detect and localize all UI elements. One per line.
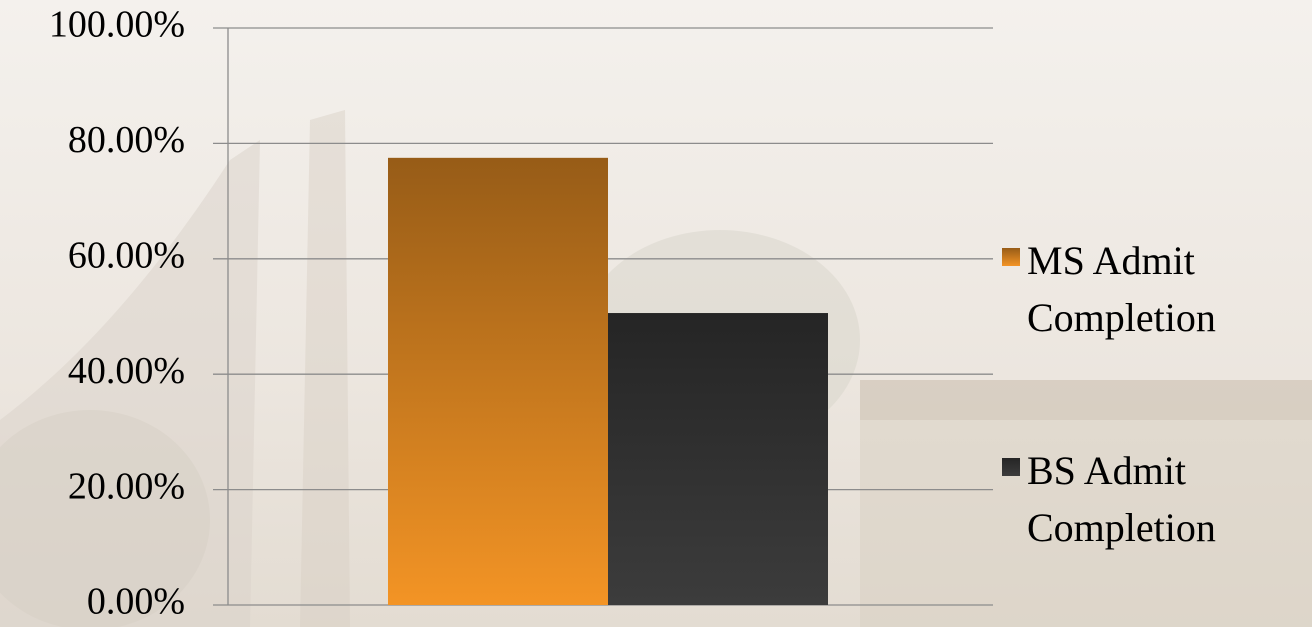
legend-label: BS Admit Completion bbox=[1027, 448, 1216, 550]
y-tick-label: 40.00% bbox=[68, 350, 185, 392]
bar bbox=[608, 313, 828, 605]
y-tick-label: 100.00% bbox=[49, 4, 185, 46]
y-tick-label: 60.00% bbox=[68, 235, 185, 277]
legend-swatch bbox=[1002, 458, 1020, 476]
bar bbox=[388, 157, 608, 605]
legend-label: MS Admit Completion bbox=[1027, 238, 1216, 340]
y-tick-label: 0.00% bbox=[87, 581, 185, 623]
legend-swatch bbox=[1002, 248, 1020, 266]
y-tick-label: 80.00% bbox=[68, 119, 185, 161]
y-tick-label: 20.00% bbox=[68, 465, 185, 507]
